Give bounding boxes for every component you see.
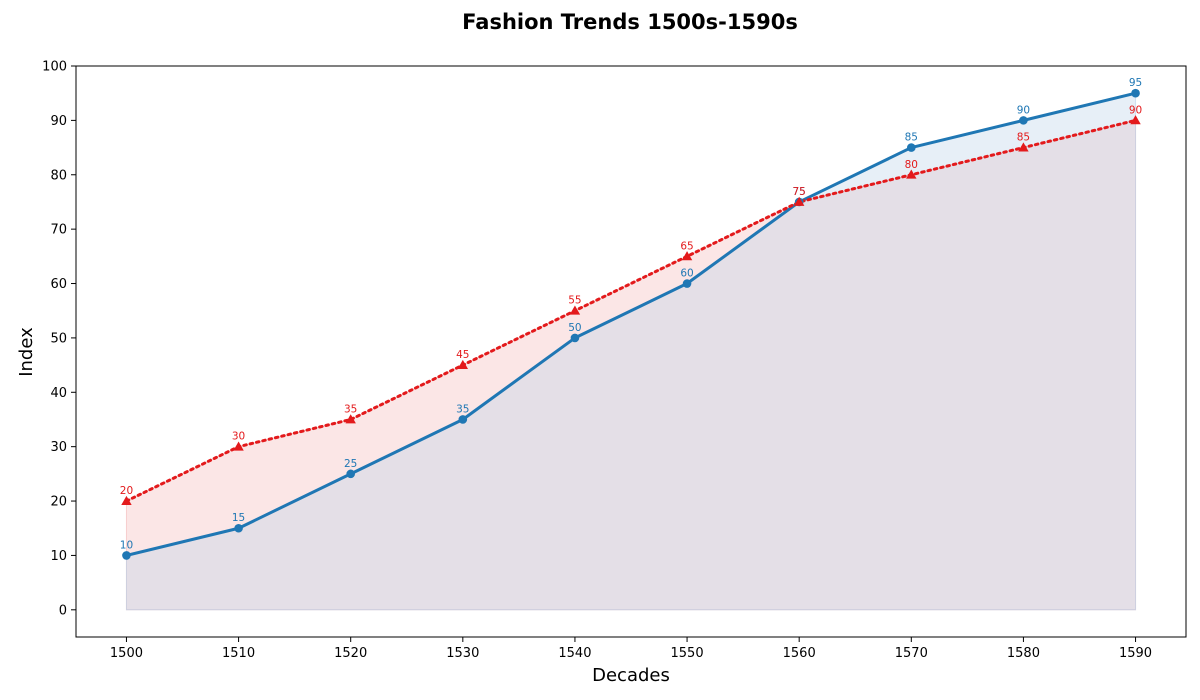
chart-title: Fashion Trends 1500s-1590s [462,10,798,34]
series-2-marker [569,305,581,315]
series-1-data-label: 75 [792,186,805,198]
series-2-marker [345,414,356,424]
series-2-marker [457,359,469,369]
series-1-data-label: 95 [1129,77,1142,89]
series-1-line [126,91,1136,557]
series-2-line [124,118,1138,503]
series-lines [124,91,1138,557]
series-1-marker [346,469,355,479]
series-2-marker [906,169,917,179]
series-1-data-label: 35 [456,403,469,415]
x-tick-label: 1500 [110,646,143,661]
series-2-marker [681,251,693,261]
series-2-data-label: 45 [456,349,469,361]
series-1-data-label: 85 [905,132,918,144]
area-fill-series-1 [125,92,1137,611]
y-tick-label: 0 [59,603,67,618]
y-tick-label: 60 [50,277,67,292]
series-2-marker [233,441,244,451]
x-tick-label: 1570 [895,646,928,661]
y-tick-label: 10 [50,549,67,564]
series-2-data-label: 35 [344,403,357,415]
series-1-marker [570,333,580,343]
y-tick-label: 90 [50,114,67,129]
series-1-data-label: 90 [1017,104,1030,116]
y-tick-label: 50 [50,331,67,346]
series-1-marker [122,551,131,560]
y-tick-label: 40 [50,386,67,401]
series-2-data-label: 55 [568,295,581,307]
series-1-data-label: 50 [568,322,581,334]
x-tick-label: 1510 [222,646,255,661]
x-tick-label: 1530 [446,646,479,661]
y-tick-label: 20 [50,495,67,510]
x-tick-label: 1580 [1007,646,1040,661]
series-1-marker [1131,88,1140,98]
series-2-data-label: 75 [792,186,805,198]
series-2-data-label: 65 [680,240,693,252]
series-1-marker [458,415,468,424]
series-markers [121,88,1141,560]
series-1-marker [234,523,243,533]
series-2-marker [1130,115,1141,125]
series-2-data-label: 20 [120,485,133,497]
series-2-data-label: 85 [1017,132,1030,144]
y-axis-ticks: 0 10 20 30 40 50 60 70 80 90 100 [42,60,76,618]
series-2-marker [121,495,132,505]
x-tick-label: 1560 [783,646,816,661]
series-1-marker [682,279,692,288]
series-1-data-label: 25 [344,458,357,470]
series-1-marker [907,143,916,152]
x-tick-label: 1550 [671,646,704,661]
y-tick-label: 100 [42,60,67,75]
series-2-marker [1018,142,1029,152]
x-tick-label: 1540 [558,646,591,661]
y-tick-label: 70 [50,223,67,238]
series-2-data-label: 90 [1129,104,1142,116]
y-tick-label: 30 [50,440,67,455]
x-tick-label: 1590 [1119,646,1152,661]
y-axis-label: Index [16,327,37,377]
series-2-data-label: 30 [232,431,245,443]
series-1-data-label: 10 [120,539,133,551]
x-axis-label: Decades [592,665,670,686]
series-2-data-label: 80 [905,159,918,171]
plot-frame [75,65,1187,638]
x-tick-label: 1520 [334,646,367,661]
area-fills [125,92,1137,611]
series-1-data-label: 15 [232,512,245,524]
x-axis-ticks: 1500 1510 1520 1530 1540 1550 1560 1570 1580 1590 [110,637,1152,661]
series-1-data-label: 60 [680,268,693,280]
series-1-marker [1019,116,1028,125]
y-tick-label: 80 [50,168,67,183]
series-2-marker [793,196,805,206]
